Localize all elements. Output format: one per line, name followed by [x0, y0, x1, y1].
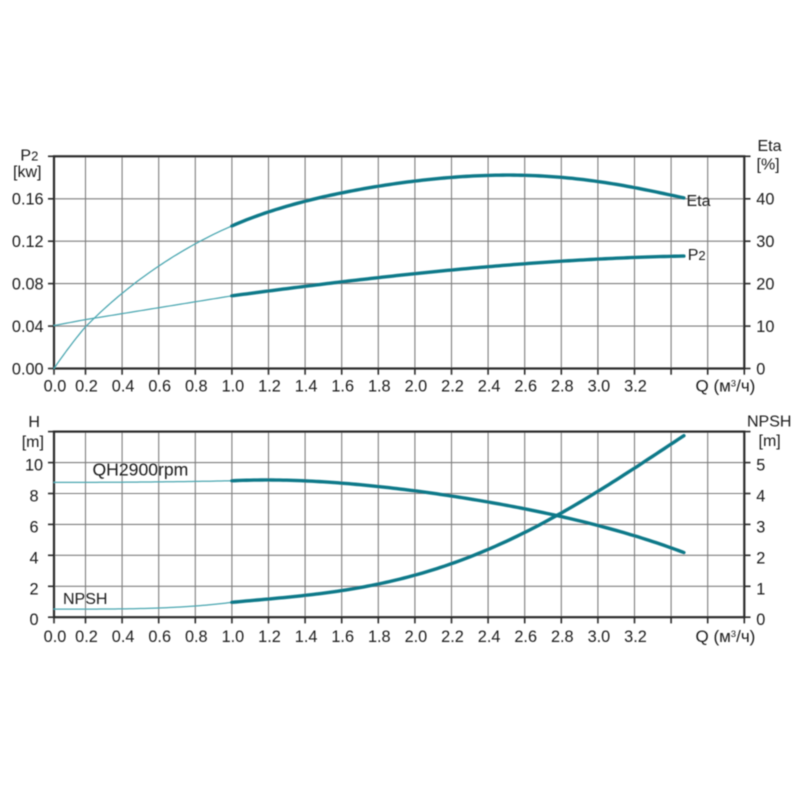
svg-text:0.6: 0.6 — [148, 377, 171, 395]
svg-text:0: 0 — [29, 611, 38, 629]
svg-text:0.2: 0.2 — [75, 628, 98, 646]
svg-text:1.6: 1.6 — [331, 628, 354, 646]
svg-text:3: 3 — [756, 518, 765, 536]
svg-text:Eta: Eta — [687, 193, 711, 210]
svg-text:1.8: 1.8 — [368, 377, 391, 395]
svg-text:[m]: [m] — [759, 433, 781, 450]
svg-text:1.4: 1.4 — [295, 377, 318, 395]
svg-text:2.4: 2.4 — [478, 628, 501, 646]
svg-text:8: 8 — [29, 488, 38, 506]
svg-text:2.2: 2.2 — [441, 628, 464, 646]
svg-text:P2: P2 — [20, 147, 38, 164]
svg-text:10: 10 — [756, 318, 774, 336]
svg-text:1.8: 1.8 — [368, 628, 391, 646]
svg-text:2.0: 2.0 — [405, 377, 428, 395]
svg-text:2.2: 2.2 — [441, 377, 464, 395]
svg-text:P2: P2 — [688, 247, 706, 264]
svg-text:3.0: 3.0 — [588, 377, 611, 395]
svg-text:0.0: 0.0 — [44, 628, 67, 646]
svg-text:NPSH: NPSH — [747, 414, 791, 431]
svg-text:1: 1 — [756, 580, 765, 598]
svg-text:0.12: 0.12 — [12, 233, 44, 251]
svg-text:2.8: 2.8 — [551, 628, 574, 646]
svg-text:6: 6 — [29, 518, 38, 536]
svg-text:0.0: 0.0 — [44, 377, 67, 395]
svg-text:1.2: 1.2 — [258, 628, 281, 646]
svg-text:40: 40 — [756, 191, 774, 209]
svg-text:0.8: 0.8 — [185, 377, 208, 395]
svg-text:20: 20 — [756, 276, 774, 294]
svg-text:0.08: 0.08 — [12, 276, 44, 294]
svg-text:2.6: 2.6 — [514, 628, 537, 646]
svg-text:0.00: 0.00 — [12, 360, 44, 378]
svg-text:1.2: 1.2 — [258, 377, 281, 395]
svg-text:Eta: Eta — [758, 138, 782, 155]
svg-text:30: 30 — [756, 233, 774, 251]
svg-text:3.2: 3.2 — [624, 628, 647, 646]
svg-text:4: 4 — [756, 488, 765, 506]
svg-text:3.2: 3.2 — [624, 377, 647, 395]
svg-text:0.2: 0.2 — [75, 377, 98, 395]
svg-text:2.4: 2.4 — [478, 377, 501, 395]
svg-text:10: 10 — [25, 457, 43, 475]
svg-text:1.4: 1.4 — [295, 628, 318, 646]
svg-text:2.6: 2.6 — [514, 377, 537, 395]
svg-text:0.4: 0.4 — [112, 628, 135, 646]
svg-text:[kw]: [kw] — [13, 164, 41, 181]
svg-text:Q (м3/ч): Q (м3/ч) — [696, 627, 756, 646]
svg-text:2: 2 — [29, 580, 38, 598]
svg-text:0.04: 0.04 — [12, 318, 44, 336]
svg-text:QH2900rpm: QH2900rpm — [93, 460, 189, 480]
svg-text:3.0: 3.0 — [588, 628, 611, 646]
svg-text:NPSH: NPSH — [63, 591, 107, 608]
svg-text:2: 2 — [756, 549, 765, 567]
svg-text:1.6: 1.6 — [331, 377, 354, 395]
svg-text:0.8: 0.8 — [185, 628, 208, 646]
svg-text:4: 4 — [29, 549, 38, 567]
svg-text:Q (м3/ч): Q (м3/ч) — [696, 376, 756, 395]
svg-text:5: 5 — [756, 457, 765, 475]
svg-text:2.0: 2.0 — [405, 628, 428, 646]
svg-text:0.16: 0.16 — [12, 191, 44, 209]
svg-text:1.0: 1.0 — [222, 377, 245, 395]
svg-text:0: 0 — [756, 360, 765, 378]
svg-text:H: H — [28, 414, 40, 431]
svg-text:0.6: 0.6 — [148, 628, 171, 646]
svg-text:[m]: [m] — [22, 434, 44, 451]
svg-text:1.0: 1.0 — [222, 628, 245, 646]
svg-text:[%]: [%] — [757, 156, 780, 173]
svg-text:2.8: 2.8 — [551, 377, 574, 395]
svg-text:0: 0 — [756, 611, 765, 629]
svg-text:0.4: 0.4 — [112, 377, 135, 395]
